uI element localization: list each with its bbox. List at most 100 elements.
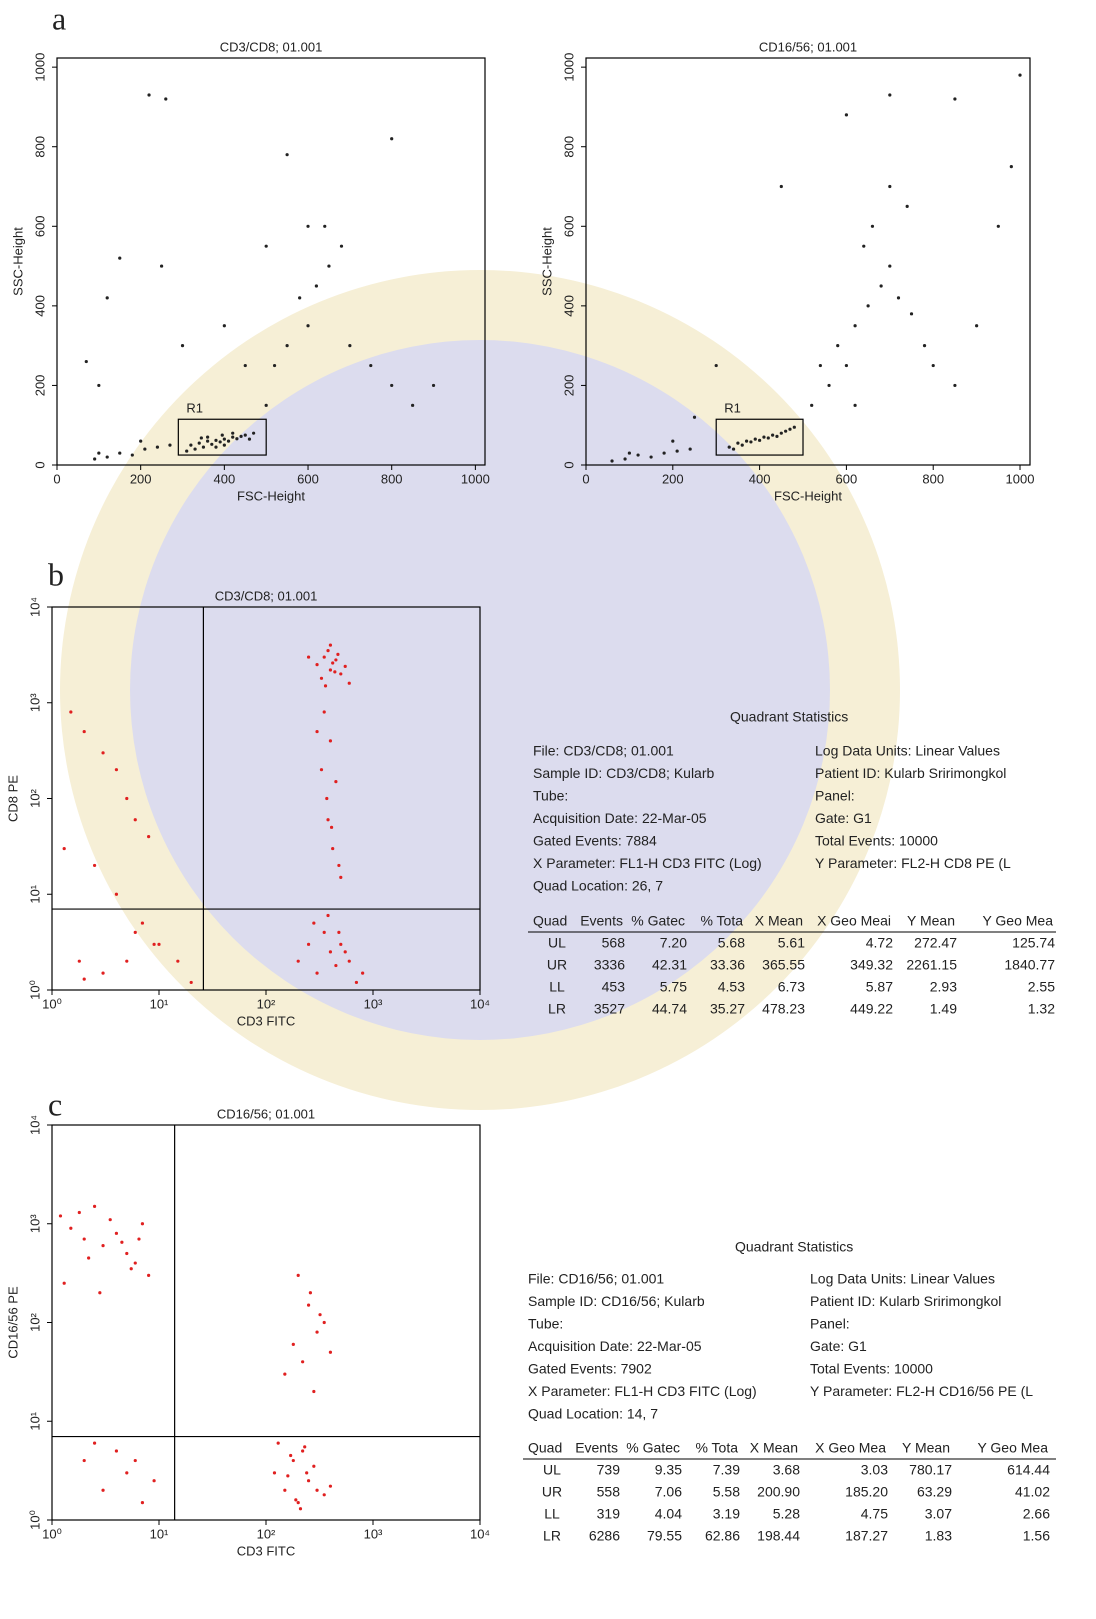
table-cell: 5.87	[866, 979, 893, 995]
gate-label: R1	[186, 401, 203, 416]
event-dot	[210, 443, 213, 446]
stats-info: Quad Location: 14, 7	[528, 1406, 658, 1422]
stats-info: Gate: G1	[810, 1338, 867, 1354]
stats-info: Tube:	[533, 788, 568, 804]
table-cell: 198.44	[757, 1528, 800, 1544]
event-dot	[160, 264, 163, 267]
event-dot	[252, 432, 255, 435]
event-dot	[69, 710, 72, 713]
x-tick-label: 10¹	[150, 996, 169, 1011]
y-axis-label: CD16/56 PE	[5, 1286, 20, 1359]
event-dot	[265, 404, 268, 407]
event-dot	[888, 264, 891, 267]
event-dot	[286, 1474, 289, 1477]
event-dot	[323, 710, 326, 713]
event-dot	[330, 826, 333, 829]
event-dot	[771, 434, 774, 437]
event-dot	[59, 1214, 62, 1217]
table-cell: 478.23	[762, 1001, 805, 1017]
event-dot	[315, 663, 318, 666]
x-tick-label: 600	[297, 471, 319, 486]
stats-info: Gated Events: 7884	[533, 833, 657, 849]
event-dot	[307, 1304, 310, 1307]
chart-title: CD3/CD8; 01.001	[220, 39, 323, 54]
y-tick-label: 600	[32, 215, 47, 237]
event-dot	[312, 1465, 315, 1468]
table-cell: 7.39	[713, 1462, 740, 1478]
event-dot	[888, 185, 891, 188]
event-dot	[1010, 165, 1013, 168]
table-cell: LL	[549, 979, 565, 995]
stats-info: Panel:	[810, 1316, 850, 1332]
gate-label: R1	[724, 401, 741, 416]
table-cell: 2.55	[1028, 979, 1055, 995]
event-dot	[109, 1218, 112, 1221]
table-cell: 63.29	[917, 1484, 952, 1500]
event-dot	[334, 964, 337, 967]
table-header: Quad	[528, 1440, 562, 1456]
figure: a b c CD3/CD8; 01.001FSC-HeightSSC-Heigh…	[0, 0, 1096, 1619]
event-dot	[93, 1442, 96, 1445]
event-dot	[323, 225, 326, 228]
event-dot	[369, 364, 372, 367]
x-tick-label: 200	[662, 471, 684, 486]
event-dot	[87, 1256, 90, 1259]
event-dot	[223, 438, 226, 441]
event-dot	[315, 1489, 318, 1492]
event-dot	[78, 1211, 81, 1214]
chart-title: CD3/CD8; 01.001	[215, 588, 318, 603]
event-dot	[324, 684, 327, 687]
y-tick-label: 1000	[561, 53, 576, 82]
event-dot	[134, 818, 137, 821]
event-dot	[836, 344, 839, 347]
event-dot	[339, 876, 342, 879]
event-dot	[325, 797, 328, 800]
event-dot	[98, 1291, 101, 1294]
event-dot	[101, 1244, 104, 1247]
event-dot	[157, 943, 160, 946]
event-dot	[329, 739, 332, 742]
event-dot	[131, 453, 134, 456]
event-dot	[315, 730, 318, 733]
stats-info: Patient ID: Kularb Sririmongkol	[815, 765, 1006, 781]
event-dot	[125, 1252, 128, 1255]
event-dot	[297, 960, 300, 963]
event-dot	[432, 384, 435, 387]
event-dot	[329, 644, 332, 647]
event-dot	[331, 661, 334, 664]
event-dot	[101, 972, 104, 975]
event-dot	[147, 835, 150, 838]
event-dot	[244, 364, 247, 367]
event-dot	[97, 384, 100, 387]
table-cell: 185.20	[845, 1484, 888, 1500]
event-dot	[85, 360, 88, 363]
stats-info: Acquisition Date: 22-Mar-05	[533, 810, 707, 826]
event-dot	[741, 444, 744, 447]
table-header: Events	[580, 913, 623, 929]
event-dot	[323, 1493, 326, 1496]
event-dot	[147, 1274, 150, 1277]
x-axis-label: FSC-Height	[774, 488, 842, 503]
y-tick-label: 10⁴	[27, 597, 42, 617]
y-tick-label: 10¹	[27, 884, 42, 903]
table-cell: 200.90	[757, 1484, 800, 1500]
event-dot	[93, 864, 96, 867]
event-dot	[97, 451, 100, 454]
x-axis-label: CD3 FITC	[237, 1543, 296, 1558]
event-dot	[248, 438, 251, 441]
event-dot	[190, 981, 193, 984]
event-dot	[219, 440, 222, 443]
stats-info: Patient ID: Kularb Sririmongkol	[810, 1293, 1001, 1309]
event-dot	[745, 440, 748, 443]
event-dot	[810, 404, 813, 407]
event-dot	[239, 435, 242, 438]
x-tick-label: 1000	[1006, 471, 1035, 486]
event-dot	[83, 730, 86, 733]
event-dot	[176, 960, 179, 963]
event-dot	[273, 364, 276, 367]
event-dot	[337, 931, 340, 934]
event-dot	[134, 931, 137, 934]
plot-frame	[52, 1125, 480, 1520]
event-dot	[78, 960, 81, 963]
stats-info: Log Data Units: Linear Values	[810, 1271, 995, 1287]
